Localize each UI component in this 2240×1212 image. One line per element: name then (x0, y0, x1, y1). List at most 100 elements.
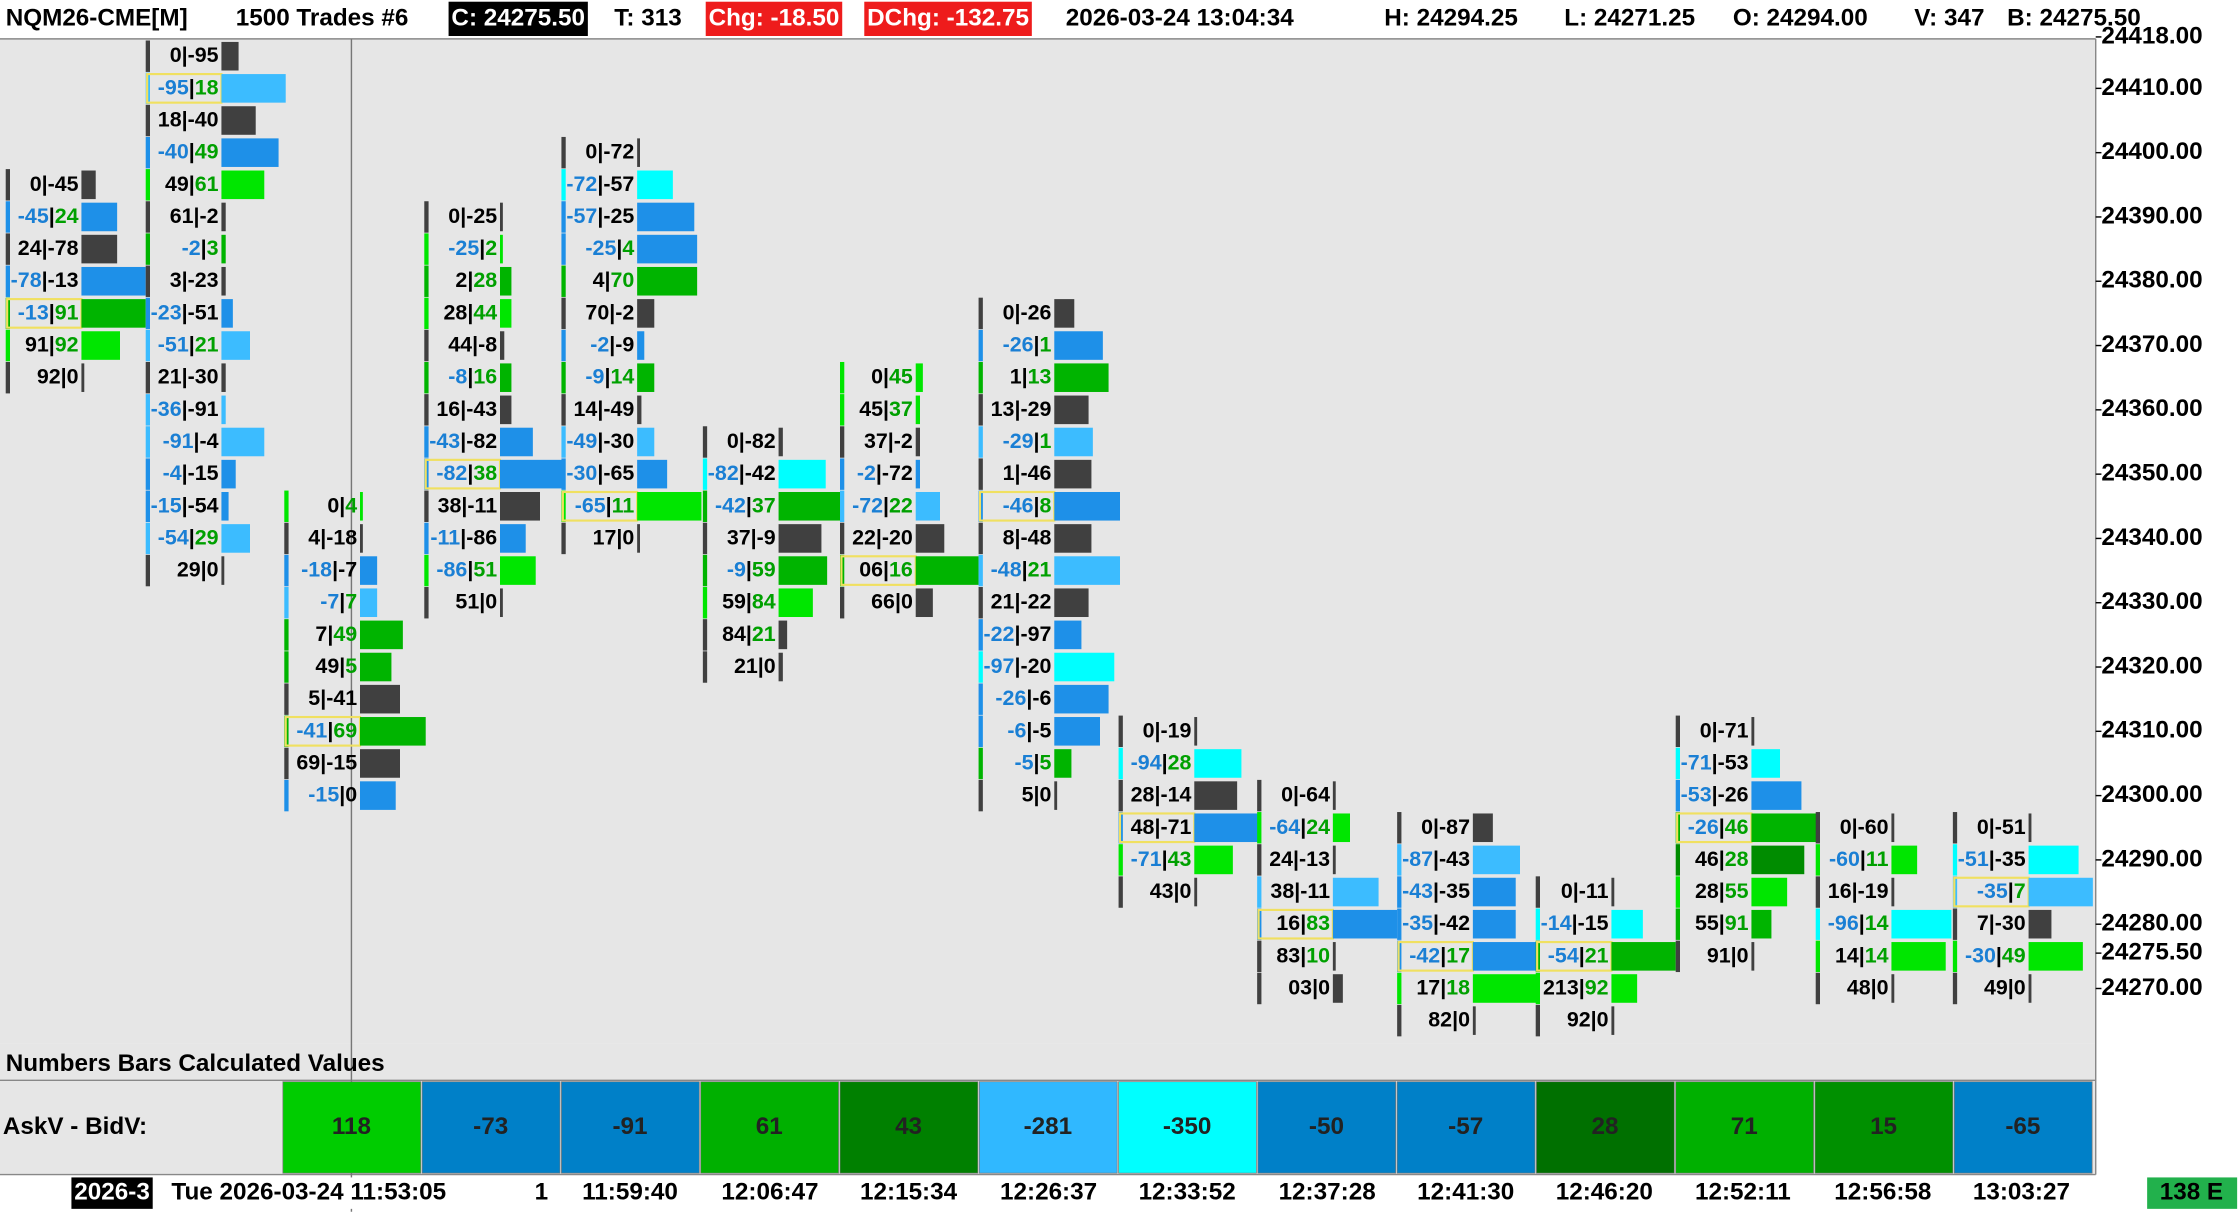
cell-text: 21|-30 (158, 364, 219, 388)
cell-text: 48|-71 (1131, 814, 1192, 838)
header-badge (448, 1, 588, 36)
cell-text: 2|28 (455, 268, 497, 292)
volume-bar (1332, 942, 1336, 971)
level-marker (5, 201, 10, 233)
cell-text: -4|-15 (163, 461, 219, 485)
cell-text: -57|-25 (566, 204, 634, 228)
cell-text: 38|-11 (1270, 879, 1330, 903)
cell-text: -25|2 (448, 236, 497, 260)
study-title: Numbers Bars Calculated Values (6, 1050, 385, 1077)
volume-bar (637, 363, 655, 392)
volume-bar (2028, 974, 2032, 1003)
study-cell (282, 1081, 422, 1174)
cell-text: -72|-57 (566, 171, 634, 195)
cell-text: -53|-26 (1681, 782, 1749, 806)
volume-bar (915, 459, 920, 489)
cell-text: 28|55 (1695, 879, 1749, 903)
header-item: O: 24294.00 (1733, 4, 1868, 31)
cell-text: 8|-48 (1003, 525, 1052, 549)
volume-bar (915, 588, 933, 618)
volume-bar (778, 652, 783, 682)
level-marker (1118, 779, 1123, 812)
level-marker (145, 329, 150, 362)
label-bg (168, 1177, 450, 1209)
level-marker (1815, 844, 1820, 876)
x-tick-label: Tue 2026-03-24 11:53:05 (171, 1179, 446, 1206)
cell-text: 38|-11 (438, 493, 498, 517)
cell-text: 0|4 (327, 493, 357, 517)
x-tick-label: 1 (535, 1179, 549, 1206)
volume-bar (1751, 749, 1780, 778)
volume-bar (1054, 556, 1120, 585)
volume-bar (1194, 717, 1198, 746)
cell-text: 18|-40 (158, 107, 219, 131)
cell-text: -30|-65 (566, 461, 634, 485)
volume-bar (1891, 845, 1918, 875)
header-item: T: 313 (614, 4, 681, 31)
level-marker (5, 233, 10, 265)
volume-bar (81, 202, 118, 232)
volume-bar (500, 395, 512, 425)
cell-text: -26|46 (1688, 814, 1749, 838)
study-value: 15 (1870, 1113, 1897, 1140)
volume-bar (221, 106, 256, 135)
level-marker (978, 458, 983, 490)
volume-bar (637, 524, 640, 553)
volume-bar (221, 524, 250, 553)
level-marker (5, 329, 10, 362)
study-value: -73 (473, 1113, 508, 1140)
level-marker (1952, 972, 1958, 1005)
volume-bar (1194, 845, 1233, 875)
cell-text: 84|21 (722, 622, 776, 646)
level-marker (5, 265, 10, 297)
volume-bar (778, 620, 788, 650)
volume-bar (1054, 524, 1092, 553)
cell-text: 49|0 (1984, 975, 2026, 999)
level-marker (561, 297, 566, 330)
cell-text: -54|21 (1548, 943, 1609, 967)
study-cell (978, 1081, 1118, 1174)
level-marker (424, 522, 429, 555)
level-marker (1675, 779, 1680, 812)
volume-bar (637, 202, 695, 232)
cell-text: -15|0 (308, 782, 357, 806)
level-marker (1815, 908, 1820, 940)
volume-bar (1472, 845, 1520, 875)
level-marker (424, 233, 429, 265)
volume-bar (2028, 877, 2093, 907)
level-marker (1675, 908, 1680, 940)
level-marker (145, 458, 150, 490)
volume-bar (360, 652, 392, 682)
volume-bar (1891, 974, 1895, 1003)
cell-text: 06|16 (859, 557, 913, 581)
cell-text: 21|0 (734, 654, 776, 678)
cell-text: -7|7 (320, 589, 357, 613)
level-marker (561, 522, 566, 555)
volume-bar (1472, 813, 1493, 843)
volume-bar (637, 491, 702, 521)
header-item: C: 24275.50 (451, 4, 585, 31)
cell-text: -35|-42 (1402, 911, 1470, 935)
volume-bar (915, 395, 920, 425)
cell-text: -86|51 (436, 557, 497, 581)
volume-bar (1611, 974, 1638, 1003)
level-marker (145, 522, 150, 555)
study-cell (1675, 1081, 1814, 1174)
cell-text: 0|-19 (1143, 718, 1192, 742)
cell-text: 16|-43 (436, 396, 497, 420)
volume-bar (221, 556, 225, 585)
volume-bar (221, 170, 265, 200)
cell-text: -42|17 (1409, 943, 1470, 967)
volume-bar (1472, 909, 1516, 939)
study-value: 61 (756, 1113, 783, 1140)
study-cell (1257, 1081, 1397, 1174)
level-marker (702, 587, 708, 619)
cell-text: -95|18 (158, 75, 219, 99)
volume-bar (1054, 588, 1089, 618)
level-marker (424, 329, 429, 362)
cell-text: 91|92 (25, 332, 79, 356)
cell-text: -2|-9 (590, 332, 634, 356)
level-marker (1535, 876, 1540, 908)
volume-bar (500, 524, 526, 553)
